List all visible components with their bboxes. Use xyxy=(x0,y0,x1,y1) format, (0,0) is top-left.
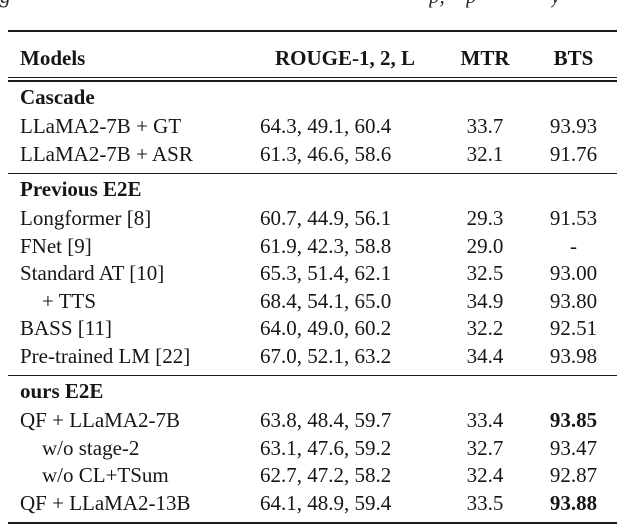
section-divider-rule xyxy=(8,173,617,174)
table-row: QF + LLaMA2-13B 64.1, 48.9, 59.4 33.5 93.88 xyxy=(8,490,617,518)
rouge-cell: 64.3, 49.1, 60.4 xyxy=(260,114,392,139)
table-row: QF + LLaMA2-7B 63.8, 48.4, 59.7 33.4 93.85 xyxy=(8,407,617,435)
model-cell: Longformer [8] xyxy=(20,206,152,231)
model-cell: + TTS xyxy=(42,288,97,313)
column-header-bts: BTS xyxy=(553,45,594,70)
mtr-cell: 33.7 xyxy=(466,114,504,139)
header-divider-rule xyxy=(8,77,617,82)
column-header-mtr: MTR xyxy=(460,45,510,70)
model-cell: w/o stage-2 xyxy=(42,435,140,460)
table-header-row: Models ROUGE-1, 2, L MTR BTS xyxy=(8,32,617,77)
section-title: ours E2E xyxy=(20,379,104,403)
bts-cell: 93.85 xyxy=(549,408,598,433)
model-cell: LLaMA2-7B + GT xyxy=(20,114,182,139)
table-row: LLaMA2-7B + ASR 61.3, 46.6, 58.6 32.1 91.76 xyxy=(8,141,617,169)
mtr-cell: 32.7 xyxy=(466,435,504,460)
rouge-cell: 61.3, 46.6, 58.6 xyxy=(260,141,392,166)
table-section: ours E2E QF + LLaMA2-7B 63.8, 48.4, 59.7 33… xyxy=(8,376,617,522)
model-cell: FNet [9] xyxy=(20,233,92,258)
bts-cell: 91.53 xyxy=(549,206,598,231)
rouge-cell: 64.1, 48.9, 59.4 xyxy=(260,490,392,515)
model-cell: Standard AT [10] xyxy=(20,261,165,286)
rouge-cell: 63.1, 47.6, 59.2 xyxy=(260,435,392,460)
bts-cell: 93.88 xyxy=(549,490,598,515)
mtr-cell: 33.4 xyxy=(466,408,504,433)
bts-cell: - xyxy=(570,233,577,258)
model-cell: BASS [11] xyxy=(20,316,112,341)
rouge-cell: 60.7, 44.9, 56.1 xyxy=(260,206,392,231)
section-title: Cascade xyxy=(20,85,95,109)
table-row: w/o stage-2 63.1, 47.6, 59.2 32.7 93.47 xyxy=(8,435,617,463)
mtr-cell: 34.4 xyxy=(466,343,504,368)
mtr-cell: 32.1 xyxy=(466,141,504,166)
caption-fragment: y xyxy=(551,0,577,9)
bts-cell: 91.76 xyxy=(549,141,598,166)
caption-fragment: g xyxy=(0,0,26,9)
rouge-cell: 65.3, 51.4, 62.1 xyxy=(260,261,392,286)
model-cell: w/o CL+TSum xyxy=(42,463,169,488)
bottom-rule xyxy=(8,522,617,524)
caption-fragment: p, xyxy=(429,0,455,9)
table-row: Standard AT [10] 65.3, 51.4, 62.1 32.5 93.0… xyxy=(8,260,617,288)
table-row: + TTS 68.4, 54.1, 65.0 34.9 93.80 xyxy=(8,288,617,316)
table-row: BASS [11] 64.0, 49.0, 60.2 32.2 92.51 xyxy=(8,315,617,343)
mtr-cell: 32.2 xyxy=(466,316,504,341)
model-cell: QF + LLaMA2-7B xyxy=(20,408,181,433)
mtr-cell: 33.5 xyxy=(466,490,504,515)
model-cell: QF + LLaMA2-13B xyxy=(20,490,191,515)
results-table: Models ROUGE-1, 2, L MTR BTS Cascade LLaM… xyxy=(8,30,617,524)
rouge-cell: 67.0, 52.1, 63.2 xyxy=(260,343,392,368)
bts-cell: 93.80 xyxy=(549,288,598,313)
table-body: Cascade LLaMA2-7B + GT 64.3, 49.1, 60.4 33.… xyxy=(8,82,617,522)
table-section: Cascade LLaMA2-7B + GT 64.3, 49.1, 60.4 33.… xyxy=(8,82,617,173)
bts-cell: 93.00 xyxy=(549,261,598,286)
column-header-models: Models xyxy=(20,45,86,70)
rouge-cell: 62.7, 47.2, 58.2 xyxy=(260,463,392,488)
rouge-cell: 64.0, 49.0, 60.2 xyxy=(260,316,392,341)
model-cell: LLaMA2-7B + ASR xyxy=(20,141,193,166)
model-cell: Pre-trained LM [22] xyxy=(20,343,191,368)
section-divider-rule xyxy=(8,375,617,376)
bts-cell: 92.51 xyxy=(549,316,598,341)
bts-cell: 93.98 xyxy=(549,343,598,368)
bts-cell: 93.47 xyxy=(549,435,598,460)
table-row: Pre-trained LM [22] 67.0, 52.1, 63.2 34.4 9… xyxy=(8,343,617,371)
mtr-cell: 34.9 xyxy=(466,288,504,313)
rouge-cell: 63.8, 48.4, 59.7 xyxy=(260,408,392,433)
mtr-cell: 32.4 xyxy=(466,463,504,488)
mtr-cell: 32.5 xyxy=(466,261,504,286)
table-section: Previous E2E Longformer [8] 60.7, 44.9, 56… xyxy=(8,174,617,375)
table-row: w/o CL+TSum 62.7, 47.2, 58.2 32.4 92.87 xyxy=(8,462,617,490)
caption-fragment: p xyxy=(466,0,492,9)
table-row: Longformer [8] 60.7, 44.9, 56.1 29.3 91.53 xyxy=(8,205,617,233)
section-title: Previous E2E xyxy=(20,177,142,201)
bts-cell: 93.93 xyxy=(549,114,598,139)
column-header-rouge: ROUGE-1, 2, L xyxy=(274,45,415,70)
mtr-cell: 29.3 xyxy=(466,206,504,231)
table-row: FNet [9] 61.9, 42.3, 58.8 29.0 - xyxy=(8,233,617,261)
rouge-cell: 68.4, 54.1, 65.0 xyxy=(260,288,392,313)
rouge-cell: 61.9, 42.3, 58.8 xyxy=(260,233,392,258)
bts-cell: 92.87 xyxy=(549,463,598,488)
mtr-cell: 29.0 xyxy=(466,233,504,258)
table-row: LLaMA2-7B + GT 64.3, 49.1, 60.4 33.7 93.93 xyxy=(8,113,617,141)
